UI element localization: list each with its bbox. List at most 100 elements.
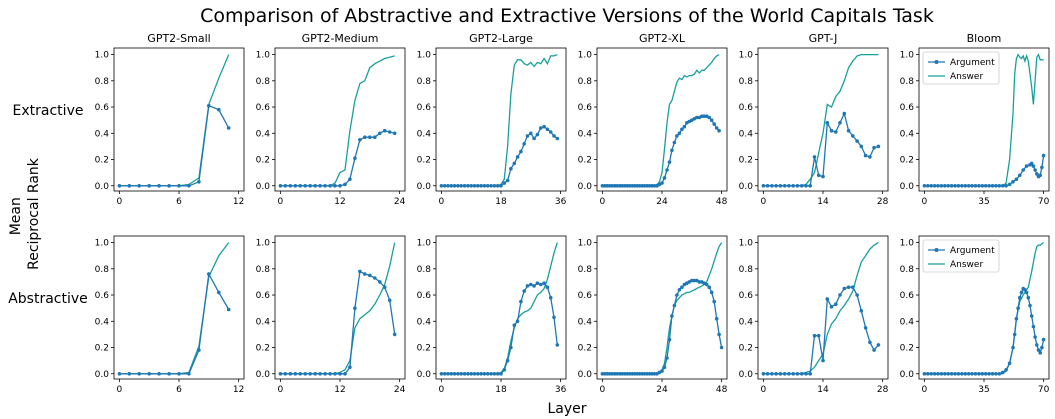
argument-point <box>672 140 677 145</box>
y-tick-label: 0.0 <box>739 370 754 380</box>
argument-point <box>677 131 682 136</box>
row-label-abstractive: Abstractive <box>8 291 88 307</box>
argument-point <box>994 184 998 188</box>
argument-point <box>692 278 697 283</box>
argument-point <box>1007 182 1012 187</box>
argument-point <box>492 184 497 188</box>
argument-point <box>509 345 513 350</box>
argument-point <box>761 372 766 376</box>
argument-point <box>637 184 642 188</box>
argument-point <box>157 184 161 188</box>
argument-point <box>605 372 610 376</box>
y-tick-label: 0.6 <box>417 291 432 301</box>
argument-point <box>707 115 711 120</box>
y-tick-label: 0.8 <box>95 265 110 275</box>
argument-point <box>353 156 357 160</box>
argument-point <box>778 372 783 376</box>
y-tick-label: 0.0 <box>900 370 915 380</box>
series-answer-line <box>280 55 395 187</box>
argument-point <box>552 315 556 320</box>
argument-point <box>1038 173 1042 178</box>
argument-point <box>529 131 533 136</box>
argument-point <box>808 184 812 188</box>
y-tick-label: 0.8 <box>256 265 271 275</box>
argument-point <box>1035 343 1039 347</box>
argument-point <box>667 160 672 164</box>
argument-point <box>926 372 930 376</box>
argument-point <box>963 372 968 376</box>
argument-point <box>859 144 864 149</box>
argument-point <box>525 284 530 288</box>
argument-point <box>872 348 876 352</box>
argument-point <box>147 372 151 376</box>
argument-point <box>298 184 303 188</box>
argument-point <box>943 372 947 376</box>
argument-point <box>485 184 490 188</box>
y-tick-label: 0.8 <box>417 77 432 87</box>
argument-point <box>1014 177 1019 181</box>
argument-point <box>552 134 556 138</box>
argument-point <box>555 343 560 347</box>
argument-point <box>675 293 679 297</box>
argument-point <box>353 306 357 311</box>
argument-point <box>660 181 664 185</box>
argument-point <box>288 372 293 376</box>
argument-point <box>770 372 774 376</box>
argument-point <box>939 184 944 188</box>
argument-point <box>499 372 503 376</box>
argument-point <box>627 184 632 188</box>
argument-point <box>966 184 971 188</box>
argument-point <box>717 128 721 133</box>
argument-point <box>542 124 546 129</box>
y-tick-label: 0.0 <box>739 182 754 192</box>
y-tick-label: 0.4 <box>739 317 754 327</box>
y-tick-label: 0.0 <box>578 182 593 192</box>
legend-label-argument: Argument <box>950 246 995 256</box>
argument-point <box>197 180 201 184</box>
argument-point <box>932 184 937 188</box>
argument-point <box>298 372 303 376</box>
x-tick-label: 0 <box>116 197 122 207</box>
argument-point <box>522 289 526 293</box>
argument-point <box>816 333 821 338</box>
argument-point <box>719 345 724 350</box>
argument-point <box>1011 345 1015 350</box>
series-argument-line <box>602 279 723 375</box>
legend: Argument Answer <box>922 239 1000 273</box>
legend-label-answer: Answer <box>950 260 983 270</box>
y-tick-label: 0.4 <box>256 317 271 327</box>
argument-point <box>348 365 352 370</box>
argument-point <box>987 372 991 376</box>
argument-point <box>1004 184 1008 188</box>
panel-extractive-gpt2-xl: GPT2-XL 0.0 0.2 0.4 0.6 0.8 1.0 0 24 48 <box>578 32 728 207</box>
argument-point <box>953 372 957 376</box>
panel-title-gpt2-xl: GPT2-XL <box>639 32 686 45</box>
argument-point <box>980 372 985 376</box>
y-tick-label: 0.8 <box>578 265 593 275</box>
series-argument-line <box>763 111 879 187</box>
argument-point <box>392 332 397 337</box>
y-tick-label: 1.0 <box>95 51 110 61</box>
argument-point <box>502 368 507 372</box>
y-axis-label-line-1: Mean <box>8 197 24 235</box>
argument-point <box>973 372 978 376</box>
y-tick-label: 0.6 <box>578 291 593 301</box>
argument-point <box>608 372 612 376</box>
y-tick-label: 0.2 <box>95 156 109 166</box>
x-tick-label: 12 <box>334 197 345 207</box>
panel-frame <box>918 47 1050 192</box>
argument-point <box>449 372 454 376</box>
argument-point <box>283 372 288 376</box>
argument-point <box>482 372 487 376</box>
argument-point <box>459 184 464 188</box>
argument-point <box>479 184 483 188</box>
x-tick-label: 0 <box>921 197 927 207</box>
argument-point <box>226 126 231 130</box>
argument-point <box>600 372 605 376</box>
x-tick-label: 70 <box>1038 385 1050 395</box>
argument-point <box>548 130 553 134</box>
argument-point <box>1041 153 1046 158</box>
argument-point <box>680 285 684 290</box>
argument-point <box>338 184 342 188</box>
argument-point <box>499 184 503 188</box>
